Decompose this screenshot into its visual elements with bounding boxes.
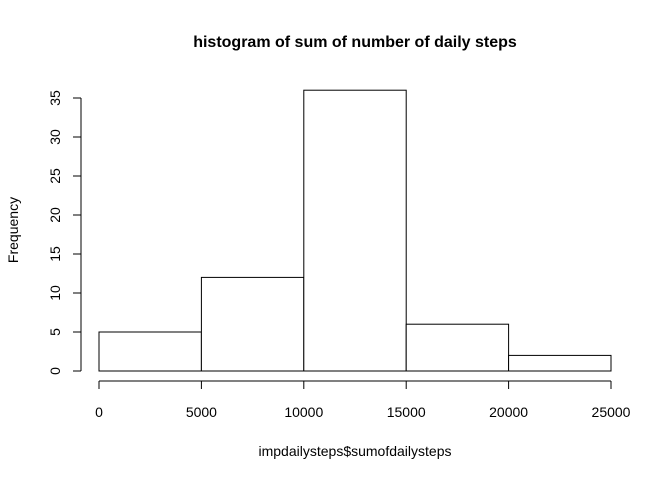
histogram-bar-3 [405, 323, 510, 372]
y-axis-label: Frequency [5, 197, 21, 263]
bars-group [98, 89, 612, 372]
y-tick-label: 20 [47, 207, 63, 223]
y-tick-label: 0 [47, 367, 63, 375]
x-tick-label: 10000 [284, 404, 323, 420]
x-tick-label: 5000 [186, 404, 217, 420]
histogram-bar-1 [200, 276, 305, 372]
y-tick-label: 35 [47, 90, 63, 106]
y-tick-label: 5 [47, 328, 63, 336]
x-tick-label: 15000 [387, 404, 426, 420]
y-tick-label: 25 [47, 168, 63, 184]
y-tick-label: 15 [47, 246, 63, 262]
x-axis: 0 5000 10000 15000 20000 25000 [95, 380, 631, 420]
histogram-bar-2 [303, 89, 407, 372]
y-axis: 0 5 10 15 20 25 30 35 [47, 90, 82, 375]
y-tick-label: 10 [47, 285, 63, 301]
x-tick-label: 0 [95, 404, 103, 420]
chart-title: histogram of sum of number of daily step… [193, 34, 517, 51]
x-tick-label: 20000 [489, 404, 528, 420]
x-axis-label: impdailysteps$sumofdailysteps [259, 443, 452, 459]
y-tick-label: 30 [47, 129, 63, 145]
x-tick-label: 25000 [592, 404, 631, 420]
histogram-bar-0 [98, 331, 202, 372]
histogram-bar-4 [508, 354, 612, 372]
